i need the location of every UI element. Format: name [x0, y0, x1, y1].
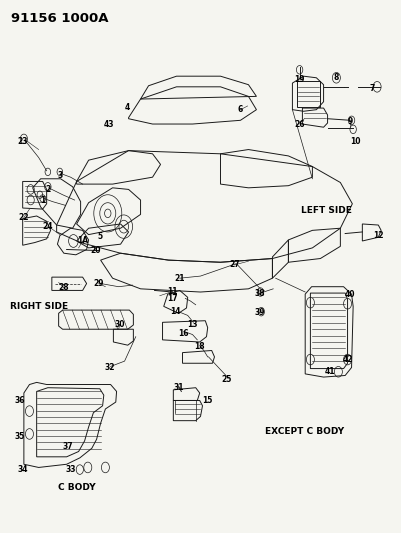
Text: 18: 18: [194, 342, 205, 351]
Text: 33: 33: [65, 465, 76, 474]
Text: 32: 32: [104, 363, 115, 372]
Text: 1: 1: [40, 196, 45, 205]
Text: 21: 21: [174, 274, 185, 283]
Text: 12: 12: [373, 231, 384, 240]
Text: 27: 27: [229, 261, 240, 269]
Text: 5: 5: [97, 232, 102, 241]
Text: 1A: 1A: [77, 237, 88, 246]
Text: 19: 19: [294, 75, 305, 84]
Text: 13: 13: [187, 320, 198, 329]
Text: C BODY: C BODY: [58, 482, 95, 491]
Text: 37: 37: [63, 442, 73, 451]
Text: 42: 42: [342, 355, 353, 364]
Text: 30: 30: [115, 320, 125, 329]
Text: 9: 9: [348, 117, 353, 126]
Text: 91156 1000A: 91156 1000A: [11, 12, 108, 26]
Text: 25: 25: [221, 375, 232, 384]
Text: 41: 41: [325, 367, 336, 376]
Text: 16: 16: [178, 329, 189, 338]
Text: 4: 4: [125, 102, 130, 111]
Text: 36: 36: [14, 396, 25, 405]
Text: LEFT SIDE: LEFT SIDE: [301, 206, 352, 215]
Text: 20: 20: [91, 246, 101, 255]
Text: 31: 31: [173, 383, 184, 392]
Text: 7: 7: [370, 84, 375, 93]
Text: 35: 35: [15, 432, 25, 441]
Text: 15: 15: [203, 396, 213, 405]
Text: RIGHT SIDE: RIGHT SIDE: [10, 302, 68, 311]
Text: 2: 2: [45, 185, 51, 194]
Text: 26: 26: [294, 119, 305, 128]
Text: 28: 28: [59, 283, 69, 292]
Text: 24: 24: [43, 222, 53, 231]
Text: 38: 38: [254, 288, 265, 297]
Text: 43: 43: [103, 119, 114, 128]
Text: 40: 40: [345, 289, 356, 298]
Text: 39: 39: [254, 308, 265, 317]
Text: 10: 10: [350, 137, 361, 146]
Text: 11: 11: [167, 287, 178, 296]
Text: 8: 8: [334, 73, 339, 82]
Text: 14: 14: [170, 307, 181, 316]
Text: 3: 3: [57, 171, 63, 180]
Text: 29: 29: [93, 279, 104, 288]
Text: 22: 22: [18, 213, 29, 222]
Text: 34: 34: [17, 465, 28, 474]
Text: EXCEPT C BODY: EXCEPT C BODY: [265, 427, 344, 436]
Text: 6: 6: [238, 105, 243, 114]
Text: 17: 17: [167, 294, 178, 303]
Text: 23: 23: [17, 137, 28, 146]
